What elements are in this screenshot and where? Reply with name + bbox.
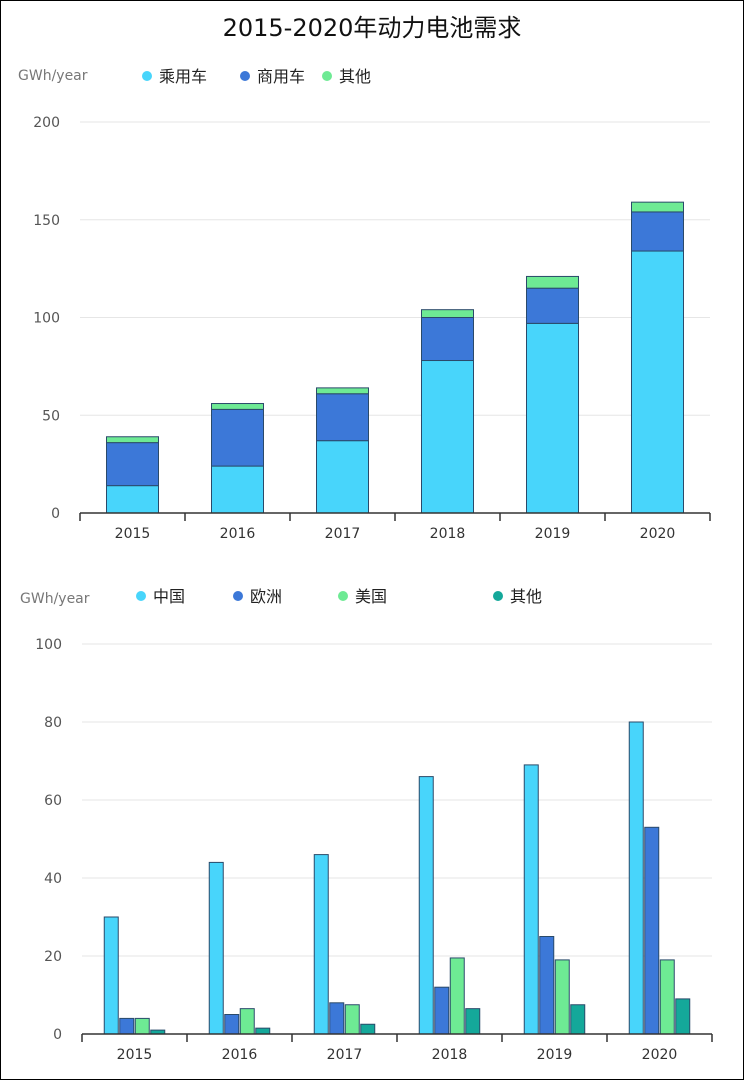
- bar-series-0-2017: [316, 440, 369, 514]
- bar-series-0-2016: [208, 861, 224, 1035]
- bar-series-2-2020: [631, 201, 684, 213]
- x-tick-label: 2015: [115, 526, 151, 542]
- bar-series-0-2019: [523, 764, 539, 1035]
- y-tick-label: 100: [35, 637, 62, 653]
- bar-series-0-2019: [526, 322, 579, 514]
- x-tick-label: 2016: [222, 1047, 258, 1063]
- chart-title: 2015-2020年动力电池需求: [222, 14, 522, 42]
- bar-series-2-2016: [239, 1008, 255, 1035]
- x-tick-label: 2015: [117, 1047, 153, 1063]
- bar-series-3-2017: [360, 1023, 376, 1035]
- bar-series-1-2019: [539, 936, 555, 1035]
- bar-series-2-2019: [526, 275, 579, 289]
- bar-series-2-2017: [344, 1004, 360, 1035]
- y-tick-label: 200: [33, 115, 60, 131]
- bar-series-1-2018: [421, 317, 474, 362]
- bar-series-1-2020: [644, 826, 660, 1035]
- stacked-bar-chart: GWh/year 乘用车 商用车 其他 0 50 100 150 200 2015 2016 2017…: [18, 67, 711, 542]
- legend-label-2: 其他: [339, 67, 371, 86]
- bar-series-2-2017: [316, 387, 369, 395]
- bar-series-0-2020: [631, 250, 684, 514]
- y-tick-label: 40: [44, 871, 62, 887]
- bar-series-1-2015: [119, 1017, 135, 1035]
- legend-marker-1: [233, 591, 243, 601]
- bar-series-0-2015: [103, 916, 119, 1035]
- x-tick-label: 2019: [537, 1047, 573, 1063]
- y-tick-label: 150: [33, 213, 60, 229]
- bar-series-0-2016: [211, 465, 264, 514]
- bar-series-1-2018: [434, 986, 450, 1035]
- bar-series-2-2015: [106, 436, 159, 444]
- grouped-bar-chart: GWh/year 中国 欧洲 美国 其他 0 20 40 60 80 100 2015 2016 2017…: [20, 587, 713, 1063]
- legend-marker-2: [338, 591, 348, 601]
- legend-label-1: 欧洲: [250, 587, 282, 606]
- bar-series-0-2015: [106, 485, 159, 514]
- x-tick-label: 2017: [327, 1047, 363, 1063]
- y-axis-label: GWh/year: [18, 68, 88, 84]
- y-tick-label: 60: [44, 793, 62, 809]
- x-tick-label: 2020: [642, 1047, 678, 1063]
- y-axis-label: GWh/year: [20, 591, 90, 607]
- x-tick-label: 2020: [640, 526, 676, 542]
- x-tick-label: 2018: [432, 1047, 468, 1063]
- legend-marker-2: [322, 71, 332, 81]
- y-tick-label: 100: [33, 311, 60, 327]
- bar-series-2-2018: [449, 957, 465, 1035]
- y-tick-label: 80: [44, 715, 62, 731]
- legend-marker-0: [136, 591, 146, 601]
- y-tick-label: 0: [53, 1027, 62, 1043]
- x-tick-label: 2019: [535, 526, 571, 542]
- bar-series-3-2020: [675, 998, 691, 1035]
- bar-series-3-2016: [255, 1027, 271, 1035]
- bar-series-2-2019: [554, 959, 570, 1035]
- legend-label-0: 乘用车: [159, 67, 207, 86]
- bar-series-2-2015: [134, 1017, 150, 1035]
- legend-label-1: 商用车: [257, 67, 305, 86]
- legend-marker-3: [493, 591, 503, 601]
- bar-series-1-2020: [631, 211, 684, 252]
- bar-series-2-2018: [421, 309, 474, 318]
- bar-series-1-2019: [526, 287, 579, 324]
- bar-series-0-2018: [418, 776, 434, 1035]
- bar-series-0-2020: [628, 721, 644, 1035]
- bar-series-1-2017: [316, 393, 369, 442]
- bar-series-2-2016: [211, 403, 264, 410]
- bar-series-1-2017: [329, 1002, 345, 1035]
- bar-series-3-2019: [570, 1004, 586, 1035]
- y-tick-label: 0: [51, 506, 60, 522]
- legend-marker-0: [142, 71, 152, 81]
- legend-label-3: 其他: [510, 587, 542, 606]
- y-tick-label: 20: [44, 949, 62, 965]
- x-tick-label: 2018: [430, 526, 466, 542]
- legend-marker-1: [240, 71, 250, 81]
- legend-label-2: 美国: [355, 587, 387, 606]
- bar-series-0-2018: [421, 360, 474, 514]
- x-tick-label: 2017: [325, 526, 361, 542]
- bar-series-1-2015: [106, 442, 159, 487]
- y-tick-label: 50: [42, 408, 60, 424]
- legend-label-0: 中国: [153, 587, 185, 606]
- bar-series-0-2017: [313, 854, 329, 1035]
- x-tick-label: 2016: [220, 526, 256, 542]
- bar-series-1-2016: [224, 1014, 240, 1035]
- bar-series-3-2018: [465, 1008, 481, 1035]
- bar-series-1-2016: [211, 408, 264, 467]
- bar-series-2-2020: [659, 959, 675, 1035]
